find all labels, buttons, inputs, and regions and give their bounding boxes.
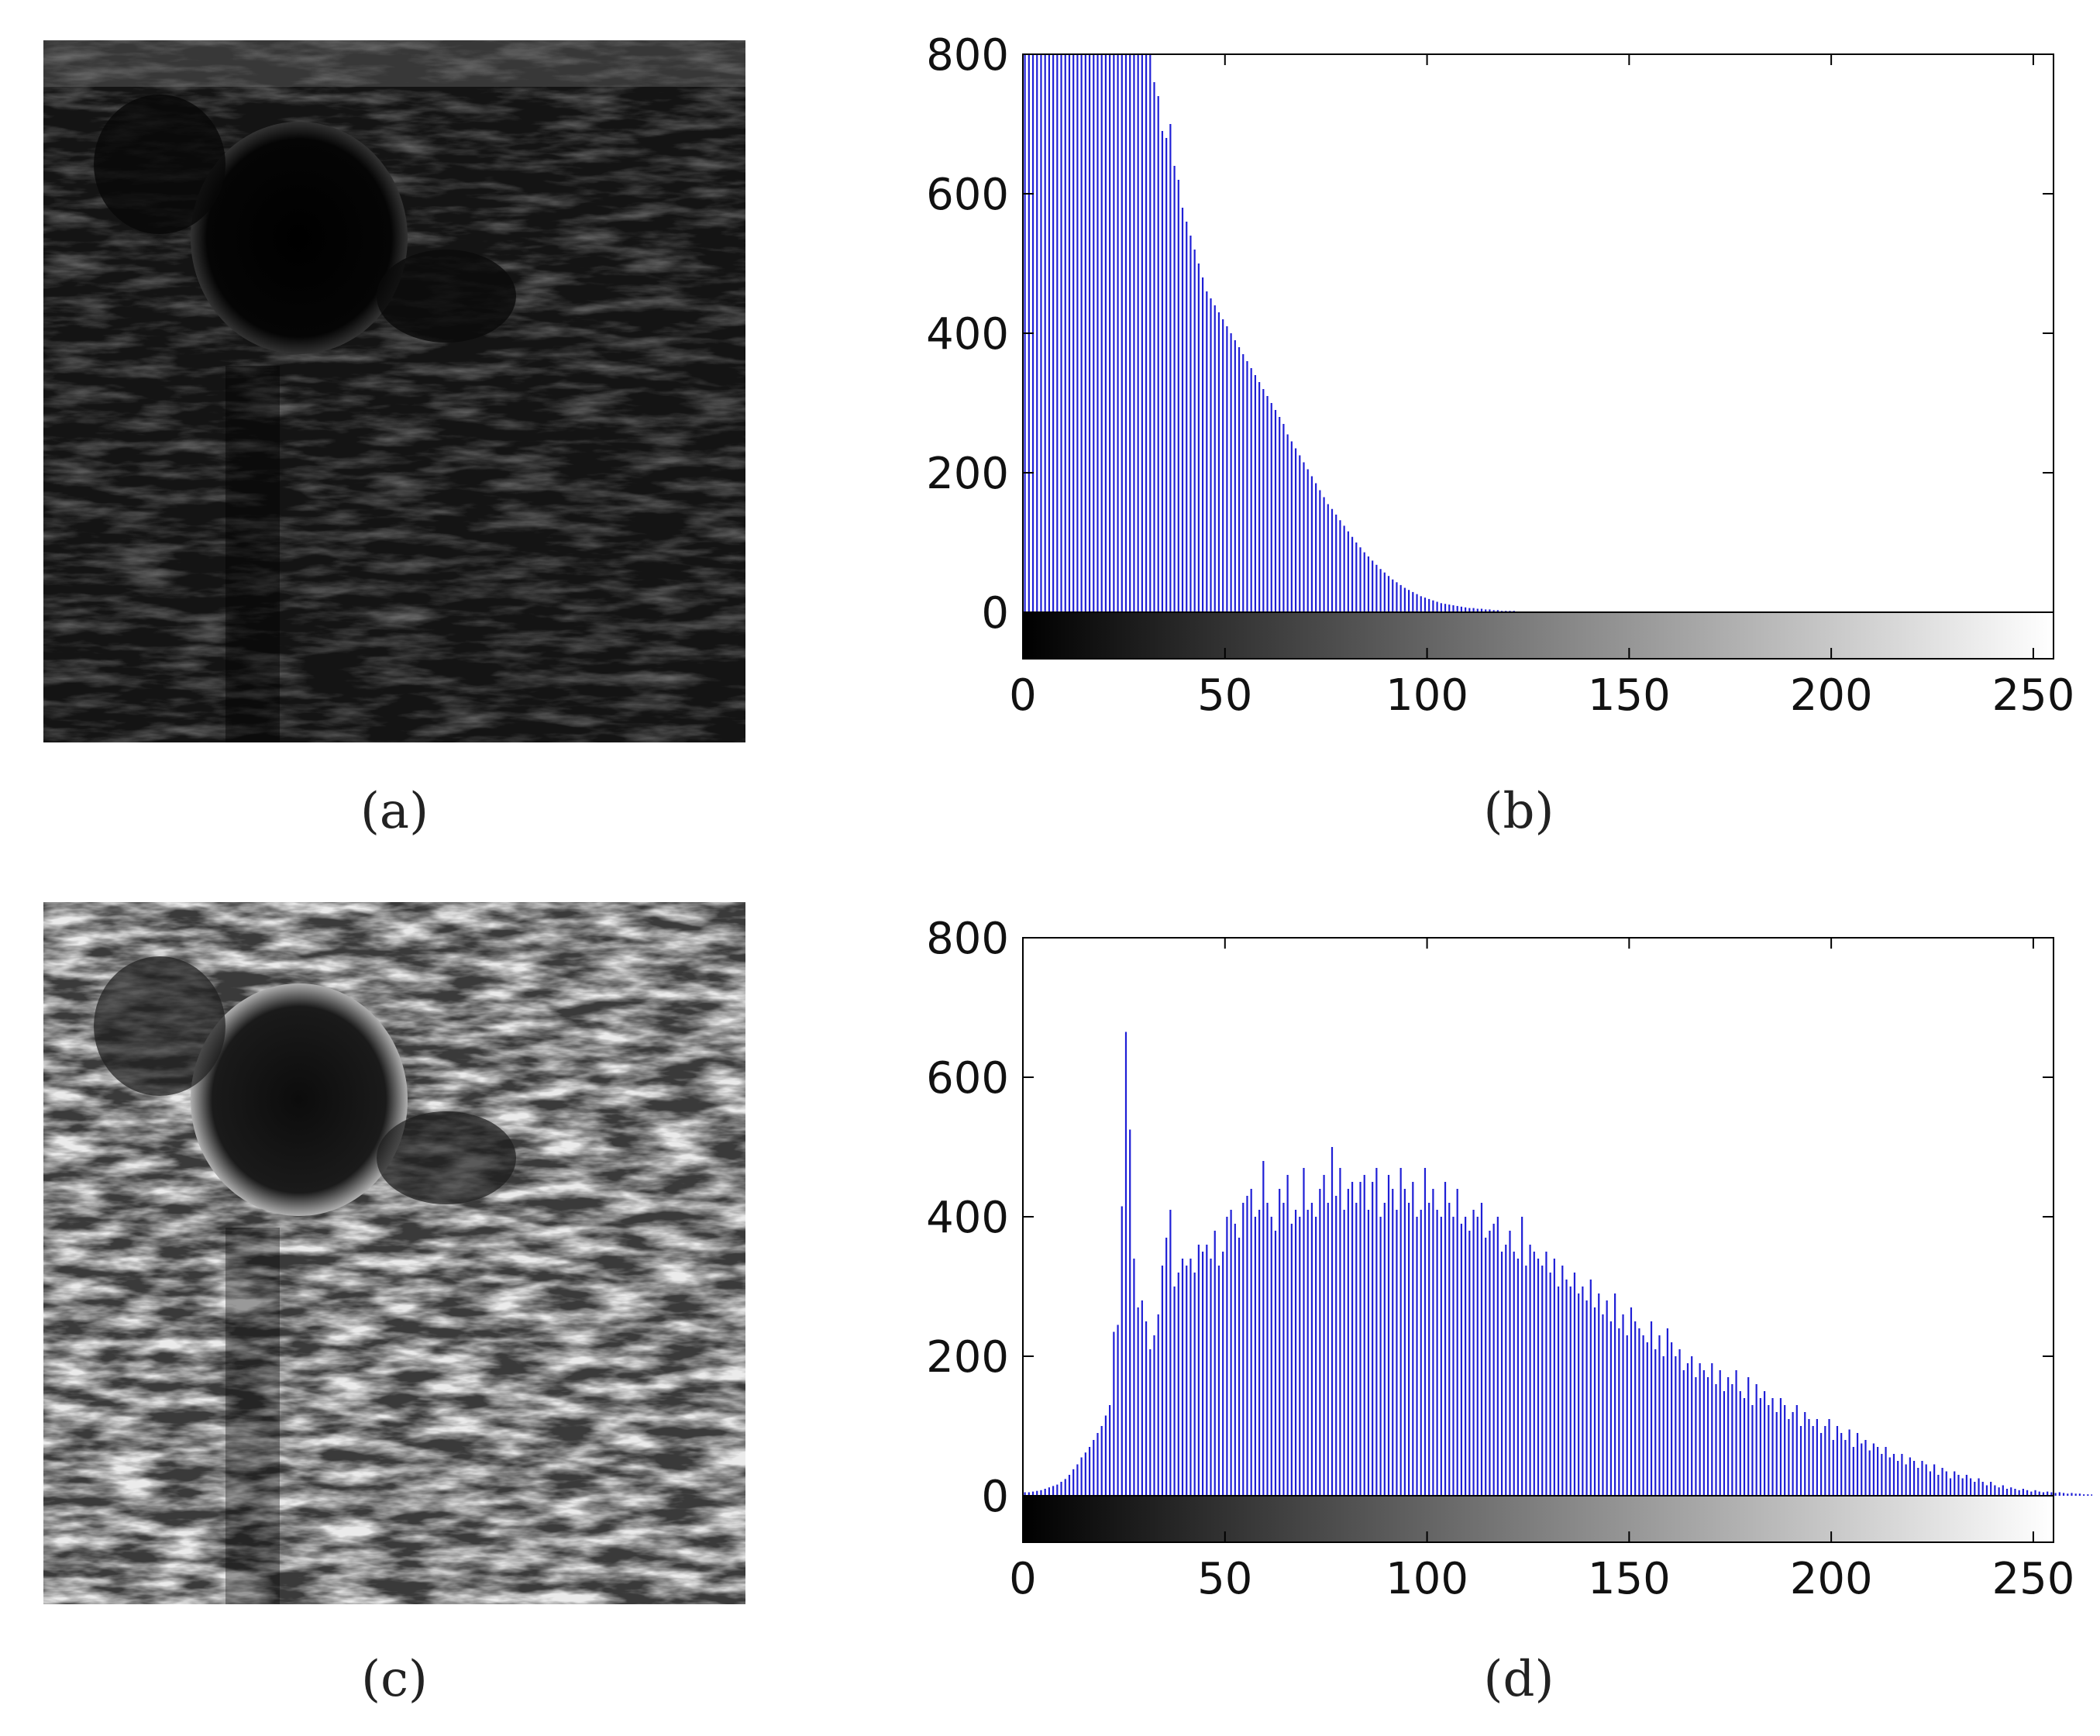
ultrasound-image-original xyxy=(43,40,745,742)
y-tick-label: 0 xyxy=(981,1472,1009,1522)
histogram-original: 0 200 400 600 800 0 50 100 150 200 250 xyxy=(926,30,2074,721)
caption-d: (d) xyxy=(1483,1651,1554,1708)
y-tick-label: 800 xyxy=(926,914,1009,964)
x-tick-label: 200 xyxy=(1790,670,1873,721)
x-tick-label: 250 xyxy=(1992,670,2074,721)
x-tick-label: 200 xyxy=(1790,1554,1873,1604)
y-tick-label: 400 xyxy=(926,1193,1009,1243)
x-tick-label: 150 xyxy=(1588,670,1671,721)
x-tick-label: 150 xyxy=(1588,1554,1671,1604)
x-tick-label: 100 xyxy=(1386,670,1468,721)
plot-frame xyxy=(1022,53,2054,660)
grayscale-colorbar xyxy=(1023,612,2054,659)
y-tick-label: 400 xyxy=(926,309,1009,360)
x-tick-label: 50 xyxy=(1197,1554,1252,1604)
y-tick-label: 800 xyxy=(926,30,1009,81)
x-tick-label: 0 xyxy=(1009,670,1037,721)
histogram-enhanced: 0 200 400 600 800 0 50 100 150 200 250 xyxy=(926,914,2092,1604)
x-tick-label: 50 xyxy=(1197,670,1252,721)
x-tick-label: 100 xyxy=(1386,1554,1468,1604)
caption-c: (c) xyxy=(361,1651,428,1708)
plot-frame xyxy=(1022,937,2054,1543)
histogram-bars xyxy=(1024,54,1596,612)
y-tick-label: 200 xyxy=(926,1332,1009,1383)
x-tick-label: 0 xyxy=(1009,1554,1037,1604)
x-tick-label: 250 xyxy=(1992,1554,2074,1604)
histogram-bars xyxy=(1024,1032,2092,1496)
ultrasound-image-enhanced xyxy=(43,902,745,1604)
caption-a: (a) xyxy=(360,783,429,840)
y-tick-label: 200 xyxy=(926,449,1009,499)
y-tick-label: 0 xyxy=(981,588,1009,639)
grayscale-colorbar xyxy=(1023,1496,2054,1542)
caption-b: (b) xyxy=(1483,783,1554,840)
y-tick-label: 600 xyxy=(926,1053,1009,1104)
y-tick-label: 600 xyxy=(926,170,1009,220)
